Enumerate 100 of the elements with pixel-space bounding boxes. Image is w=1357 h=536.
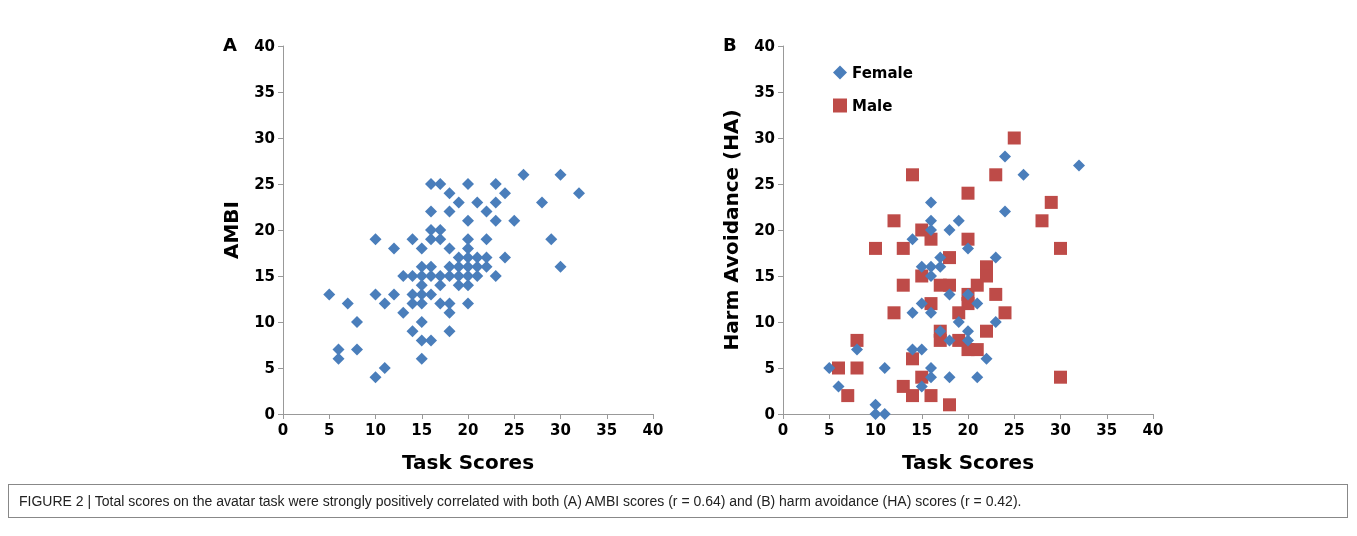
y-tick-label: 0 — [764, 405, 775, 423]
y-tick-label: 10 — [254, 313, 275, 331]
point — [925, 214, 937, 227]
x-tick-label: 20 — [957, 420, 979, 439]
point — [906, 233, 919, 246]
x-tick-label: 35 — [1096, 420, 1118, 439]
point — [925, 306, 937, 319]
x-tick-label: 5 — [824, 420, 835, 439]
y-axis-title: Harm Avoidance (HA) — [719, 109, 743, 351]
point — [850, 361, 864, 375]
point — [998, 306, 1012, 320]
point — [971, 371, 984, 384]
point — [1044, 195, 1058, 209]
point — [925, 224, 937, 236]
point — [925, 260, 937, 273]
x-axis-title: Task Scores — [401, 450, 535, 474]
y-tick-label: 20 — [254, 221, 275, 239]
x-tick-label: 30 — [550, 420, 571, 439]
x-tick-label: 15 — [411, 420, 433, 439]
point — [915, 380, 928, 393]
point — [962, 242, 974, 255]
point — [1035, 214, 1049, 228]
point — [971, 297, 984, 310]
point — [1054, 370, 1067, 384]
point — [925, 196, 937, 209]
point — [961, 232, 975, 246]
point — [943, 371, 956, 384]
x-tick-label: 25 — [503, 420, 525, 439]
y-tick-label: 20 — [754, 221, 775, 239]
x-tick-label: 30 — [1050, 420, 1071, 439]
point — [896, 278, 910, 292]
point — [934, 251, 947, 264]
point — [943, 288, 956, 301]
point — [832, 380, 845, 393]
x-tick-label: 0 — [277, 420, 289, 439]
point — [980, 324, 993, 338]
point — [999, 150, 1011, 163]
point — [943, 224, 956, 236]
x-tick-label: 0 — [777, 420, 789, 439]
point — [915, 269, 929, 283]
point — [896, 379, 910, 393]
chart-title: B — [723, 33, 737, 55]
y-tick-label: 40 — [254, 37, 275, 55]
point — [850, 333, 864, 347]
point — [915, 260, 928, 273]
y-tick-label: 15 — [254, 267, 275, 285]
x-tick-label: 35 — [596, 420, 618, 439]
y-tick-label: 0 — [264, 405, 275, 423]
point — [952, 214, 965, 227]
point — [989, 168, 1003, 182]
point — [989, 287, 1003, 301]
point — [943, 398, 956, 412]
x-axis-title: Task Scores — [901, 450, 1035, 474]
point — [906, 306, 919, 319]
point — [924, 232, 938, 246]
point — [869, 241, 882, 255]
x-tick-label: 40 — [1142, 420, 1164, 439]
point — [832, 361, 845, 375]
point — [970, 343, 984, 357]
x-tick-label: 5 — [324, 420, 335, 439]
point — [925, 362, 937, 374]
point — [970, 278, 984, 292]
point — [915, 297, 928, 310]
x-tick-label: 20 — [457, 420, 479, 439]
legend-label: Male — [852, 96, 893, 115]
point — [989, 316, 1002, 328]
y-tick-label: 25 — [254, 175, 275, 193]
point — [823, 362, 836, 374]
point — [906, 168, 919, 182]
y-tick-label: 30 — [254, 129, 275, 147]
y-tick-label: 35 — [754, 83, 775, 101]
point — [906, 389, 919, 403]
point — [989, 251, 1002, 264]
point — [1017, 168, 1030, 181]
point — [1007, 131, 1021, 145]
point — [999, 205, 1011, 218]
point — [961, 186, 975, 200]
caption: FIGURE 2 | Total scores on the avatar task were strongly positively correlated with both (A) AMBI scores (r = 0.64) and (B) harm avoidance (HA) scores (r = 0.42). — [19, 493, 1023, 509]
y-tick-label: 40 — [754, 37, 775, 55]
point — [906, 352, 919, 366]
point — [943, 334, 956, 347]
y-tick-label: 25 — [754, 175, 775, 193]
point — [887, 214, 901, 228]
point — [952, 316, 965, 328]
x-tick-label: 25 — [1003, 420, 1025, 439]
y-axis-title: AMBI — [219, 200, 243, 260]
y-tick-label: 35 — [254, 83, 275, 101]
point — [1054, 241, 1067, 255]
point — [925, 371, 937, 384]
x-tick-label: 10 — [865, 420, 886, 439]
point — [869, 398, 882, 411]
point — [980, 352, 993, 365]
point — [896, 241, 910, 255]
x-tick-label: 40 — [642, 420, 664, 439]
y-tick-label: 10 — [754, 313, 775, 331]
point — [851, 343, 863, 356]
y-tick-label: 15 — [754, 267, 775, 285]
point — [925, 270, 937, 282]
legend-label: Female — [852, 63, 913, 82]
y-tick-label: 5 — [764, 359, 775, 377]
